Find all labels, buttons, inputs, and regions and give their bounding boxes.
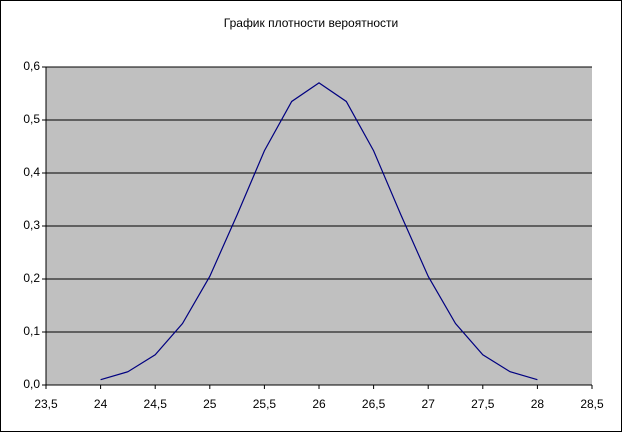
series-line xyxy=(100,82,538,381)
chart-title: График плотности вероятности xyxy=(224,16,398,30)
y-tick-label: 0,0 xyxy=(23,377,40,391)
x-tick-label: 23,5 xyxy=(34,397,58,411)
x-tick-label: 27 xyxy=(422,397,436,411)
y-tick-label: 0,6 xyxy=(23,59,40,73)
y-tick-label: 0,3 xyxy=(23,218,40,232)
x-tick-label: 28,5 xyxy=(580,397,604,411)
x-tick-label: 26,5 xyxy=(362,397,386,411)
x-tick-label: 28 xyxy=(531,397,545,411)
x-tick-label: 24,5 xyxy=(144,397,168,411)
x-tick-label: 25 xyxy=(203,397,217,411)
y-tick-label: 0,5 xyxy=(23,112,40,126)
y-tick-label: 0,4 xyxy=(23,165,40,179)
y-tick-label: 0,2 xyxy=(23,271,40,285)
x-tick-label: 26 xyxy=(312,397,326,411)
x-tick-label: 25,5 xyxy=(253,397,277,411)
x-tick-label: 27,5 xyxy=(471,397,495,411)
x-tick-label: 24 xyxy=(94,397,108,411)
y-tick-label: 0,1 xyxy=(23,324,40,338)
